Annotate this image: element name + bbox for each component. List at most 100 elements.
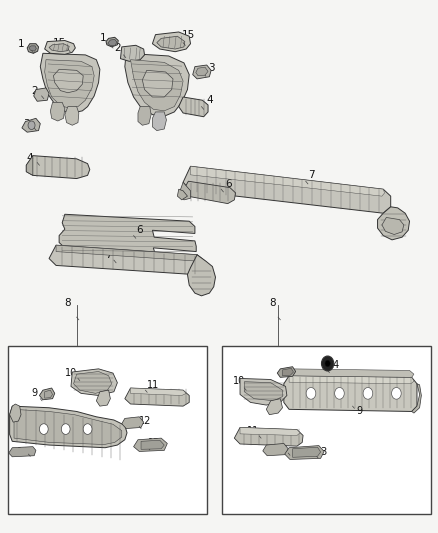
- Circle shape: [83, 424, 92, 434]
- Polygon shape: [26, 156, 90, 179]
- Text: 2: 2: [32, 86, 39, 95]
- Polygon shape: [289, 376, 414, 384]
- Polygon shape: [244, 382, 283, 401]
- Polygon shape: [53, 69, 83, 93]
- Polygon shape: [183, 166, 391, 213]
- Polygon shape: [152, 32, 191, 52]
- Circle shape: [61, 424, 70, 434]
- Text: 13: 13: [316, 447, 328, 457]
- Polygon shape: [59, 214, 196, 255]
- Polygon shape: [122, 417, 144, 429]
- Polygon shape: [183, 181, 236, 204]
- Polygon shape: [141, 440, 164, 449]
- Polygon shape: [45, 60, 94, 108]
- Polygon shape: [45, 390, 53, 398]
- Polygon shape: [142, 70, 173, 97]
- Polygon shape: [96, 390, 110, 406]
- Polygon shape: [34, 88, 49, 101]
- Circle shape: [28, 121, 35, 130]
- Polygon shape: [196, 67, 208, 76]
- Polygon shape: [179, 97, 208, 117]
- Text: 10: 10: [65, 368, 77, 378]
- Polygon shape: [39, 388, 55, 400]
- Polygon shape: [134, 438, 167, 451]
- Circle shape: [335, 387, 344, 399]
- Text: 13: 13: [148, 439, 160, 448]
- Text: 2: 2: [114, 43, 121, 53]
- Text: 4: 4: [206, 95, 213, 105]
- Text: 14: 14: [17, 447, 29, 457]
- Polygon shape: [45, 41, 75, 54]
- Polygon shape: [152, 112, 166, 131]
- Text: 6: 6: [225, 179, 232, 189]
- Polygon shape: [74, 372, 112, 393]
- Polygon shape: [9, 447, 36, 457]
- Polygon shape: [120, 45, 145, 61]
- Text: 12: 12: [276, 444, 289, 454]
- Text: 8: 8: [64, 298, 71, 308]
- Polygon shape: [22, 118, 40, 132]
- Text: 14: 14: [328, 360, 340, 370]
- Polygon shape: [125, 388, 189, 406]
- Text: 15: 15: [53, 38, 66, 47]
- Circle shape: [321, 356, 334, 371]
- Circle shape: [325, 360, 330, 367]
- Polygon shape: [10, 404, 21, 422]
- Polygon shape: [234, 427, 303, 446]
- Circle shape: [306, 387, 316, 399]
- Polygon shape: [412, 384, 421, 413]
- Polygon shape: [240, 378, 287, 405]
- Polygon shape: [187, 255, 215, 296]
- Polygon shape: [106, 37, 118, 47]
- Polygon shape: [293, 447, 321, 457]
- Text: 3: 3: [208, 63, 215, 72]
- Polygon shape: [27, 44, 39, 53]
- Polygon shape: [49, 44, 69, 52]
- Polygon shape: [193, 65, 211, 79]
- Text: 11: 11: [247, 426, 259, 435]
- Polygon shape: [378, 207, 410, 240]
- Text: 6: 6: [136, 225, 143, 235]
- Text: 9: 9: [31, 389, 37, 398]
- Bar: [222, 346, 431, 514]
- Polygon shape: [283, 368, 293, 376]
- Polygon shape: [285, 369, 414, 377]
- Polygon shape: [179, 182, 191, 200]
- Bar: [8, 346, 207, 514]
- Polygon shape: [10, 406, 127, 448]
- Polygon shape: [65, 107, 79, 125]
- Text: 10: 10: [233, 376, 245, 386]
- Polygon shape: [191, 166, 385, 196]
- Polygon shape: [71, 369, 117, 395]
- Circle shape: [392, 387, 401, 399]
- Polygon shape: [284, 376, 417, 411]
- Polygon shape: [263, 443, 288, 456]
- Text: 11: 11: [147, 380, 159, 390]
- Polygon shape: [285, 446, 324, 459]
- Polygon shape: [277, 367, 296, 377]
- Polygon shape: [125, 53, 189, 116]
- Text: 9: 9: [356, 407, 362, 416]
- Circle shape: [363, 387, 373, 399]
- Polygon shape: [50, 102, 65, 121]
- Polygon shape: [49, 245, 206, 275]
- Text: 3: 3: [23, 119, 30, 128]
- Polygon shape: [108, 39, 117, 46]
- Polygon shape: [131, 60, 183, 111]
- Polygon shape: [138, 107, 151, 125]
- Polygon shape: [382, 217, 404, 235]
- Polygon shape: [266, 399, 283, 415]
- Polygon shape: [157, 36, 185, 49]
- Text: 12: 12: [139, 416, 152, 426]
- Circle shape: [39, 424, 48, 434]
- Text: 15: 15: [182, 30, 195, 39]
- Polygon shape: [14, 409, 122, 445]
- Polygon shape: [29, 46, 36, 51]
- Text: 7: 7: [308, 170, 315, 180]
- Polygon shape: [26, 156, 33, 175]
- Polygon shape: [240, 427, 300, 435]
- Polygon shape: [56, 245, 202, 261]
- Text: 8: 8: [269, 298, 276, 308]
- Polygon shape: [177, 189, 187, 200]
- Text: 7: 7: [105, 250, 112, 260]
